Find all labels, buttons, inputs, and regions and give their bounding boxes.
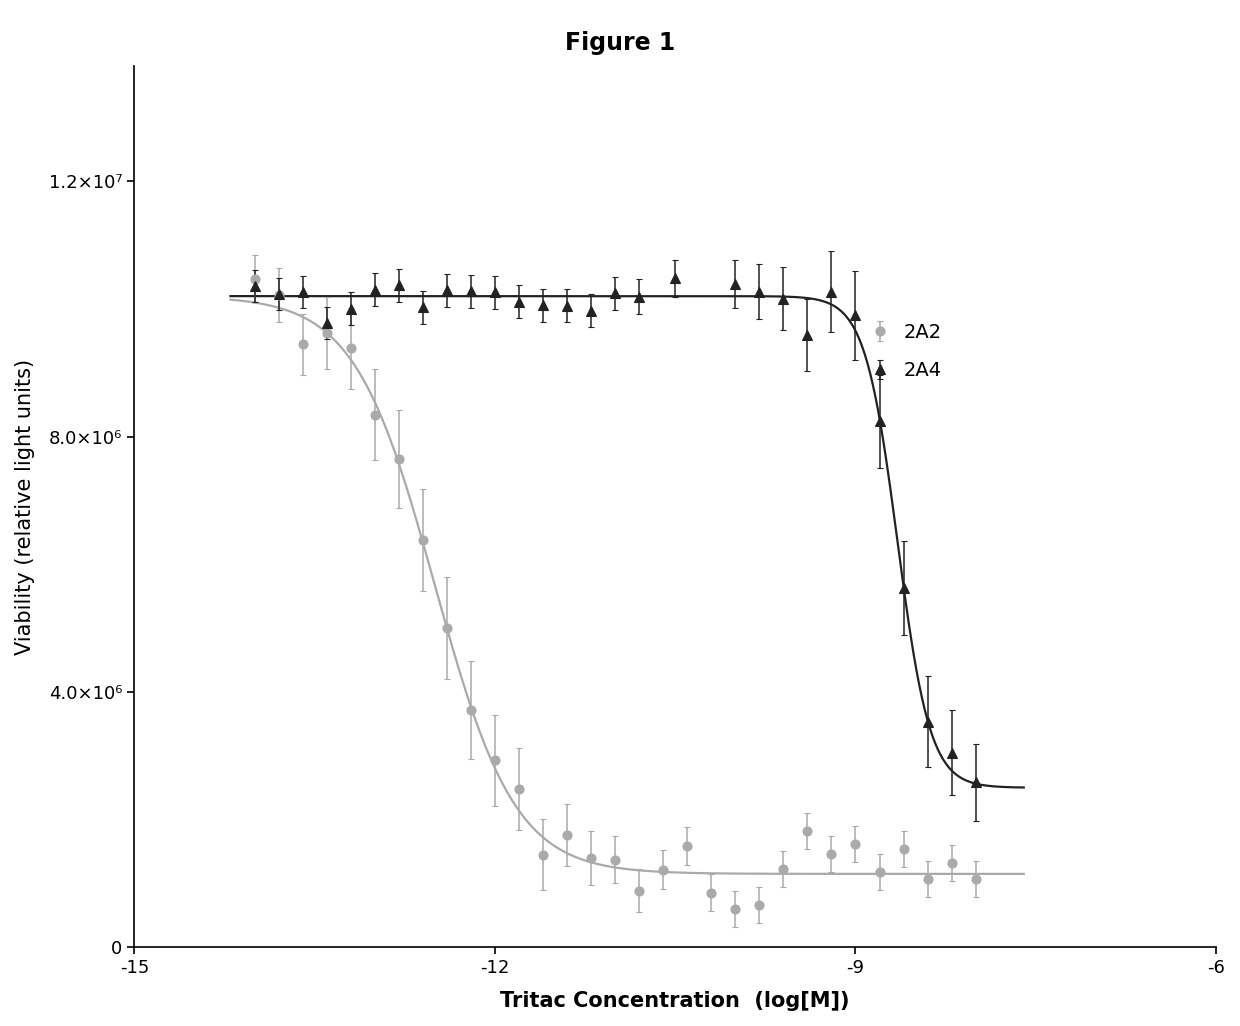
Y-axis label: Viability (relative light units): Viability (relative light units): [15, 359, 35, 655]
Text: Figure 1: Figure 1: [565, 31, 675, 54]
X-axis label: Tritac Concentration  (log[M]): Tritac Concentration (log[M]): [501, 991, 849, 1011]
Legend: 2A2, 2A4: 2A2, 2A4: [869, 323, 942, 381]
